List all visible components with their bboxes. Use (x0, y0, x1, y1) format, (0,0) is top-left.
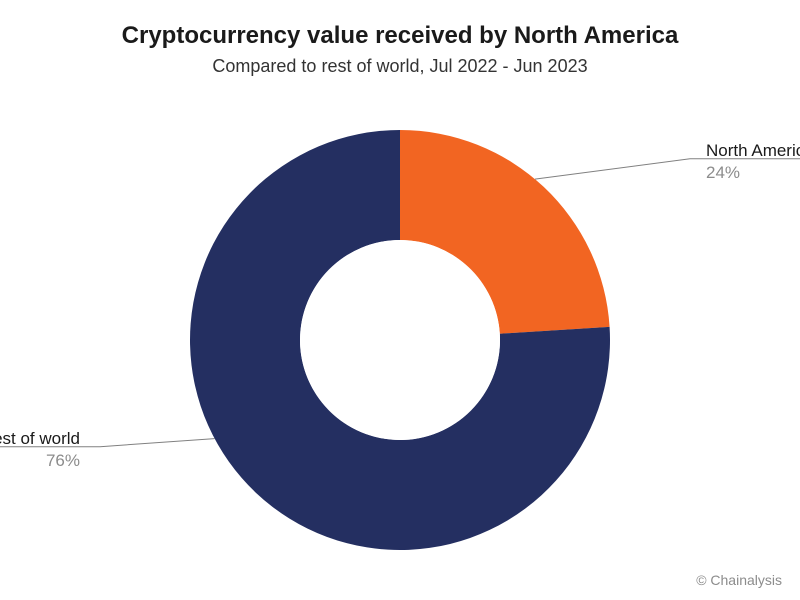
callout-rest-of-world: Rest of world76% (0, 428, 80, 472)
chart-title: Cryptocurrency value received by North A… (0, 22, 800, 50)
attribution-text: © Chainalysis (696, 572, 782, 588)
donut-hole (300, 240, 500, 440)
callout-north-america: North America24% (706, 140, 800, 184)
chart-subtitle: Compared to rest of world, Jul 2022 - Ju… (0, 56, 800, 77)
callout-pct-rest-of-world: 76% (0, 450, 80, 472)
callout-name-north-america: North America (706, 140, 800, 162)
callout-pct-north-america: 24% (706, 162, 800, 184)
callout-name-rest-of-world: Rest of world (0, 428, 80, 450)
donut-chart (190, 130, 610, 550)
